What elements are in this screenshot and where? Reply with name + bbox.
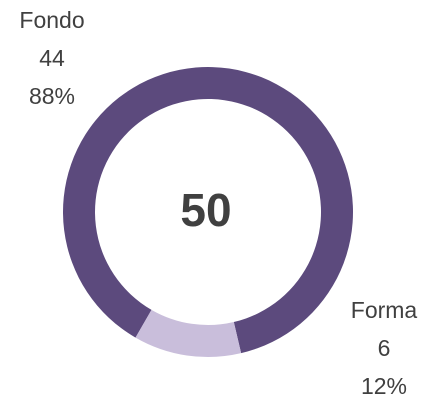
- percentage-label: 88%: [29, 83, 75, 109]
- percentage-label: 12%: [361, 373, 407, 399]
- category-label: Fondo: [19, 7, 84, 33]
- value-label: 44: [39, 45, 65, 71]
- value-label: 6: [378, 335, 391, 361]
- donut-slice: [135, 309, 242, 357]
- category-label: Forma: [351, 297, 418, 323]
- total-label: 50: [180, 184, 231, 236]
